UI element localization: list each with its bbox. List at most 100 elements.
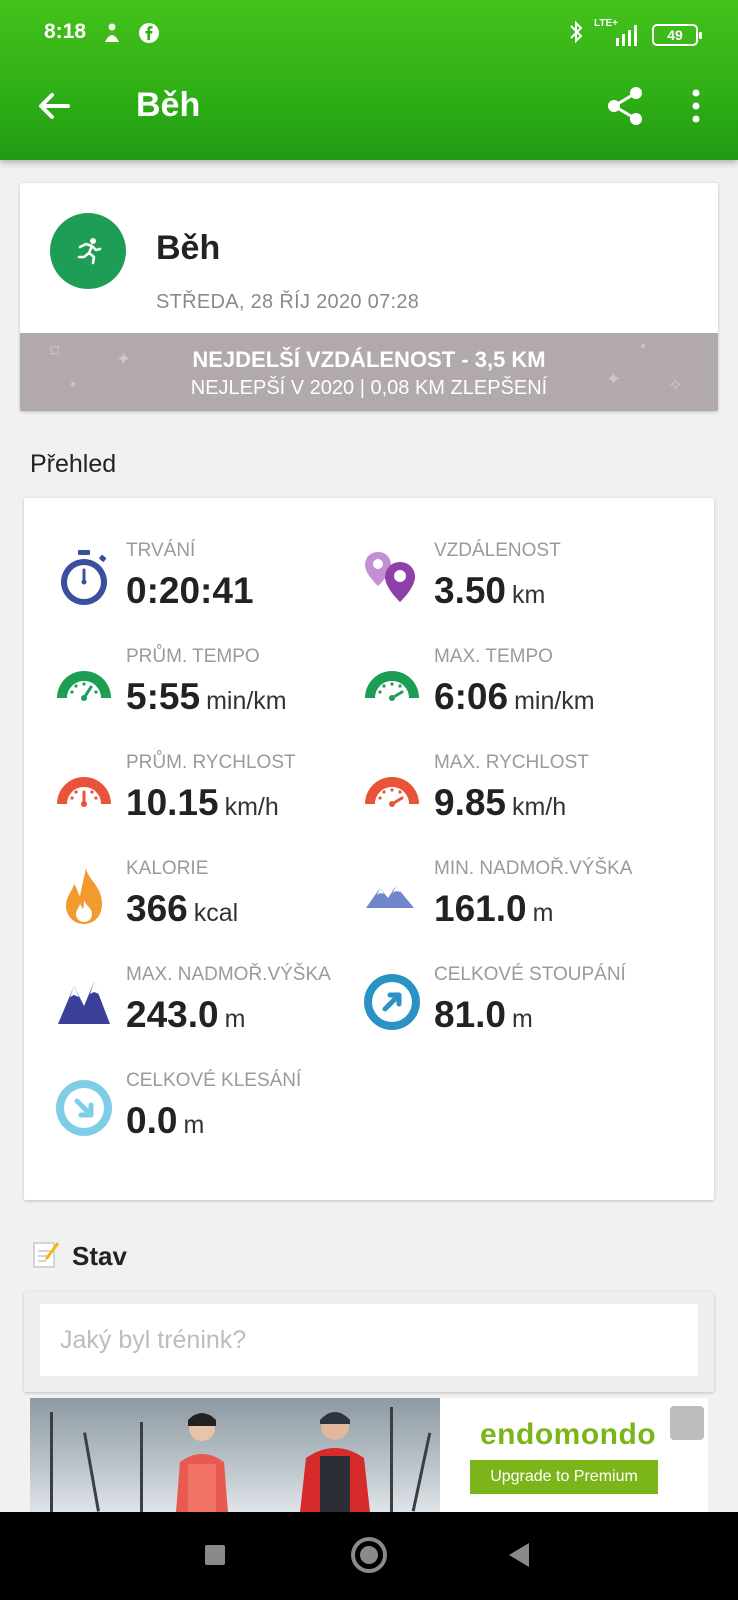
stat-total-ascent: CELKOVÉ STOUPÁNÍ 81.0 m bbox=[362, 964, 672, 1054]
speedometer-icon bbox=[362, 760, 422, 820]
system-nav-bar bbox=[0, 1512, 738, 1600]
stat-unit: km/h bbox=[512, 793, 567, 821]
app-bar: Běh bbox=[0, 72, 738, 142]
map-pin-icon bbox=[362, 548, 422, 608]
workout-title: Běh bbox=[156, 229, 221, 267]
back-arrow-icon[interactable] bbox=[34, 86, 74, 126]
stat-number: 161.0 bbox=[434, 888, 527, 929]
status-right: LTE+ 49 bbox=[568, 18, 702, 50]
stat-label: VZDÁLENOST bbox=[434, 540, 561, 561]
ad-badge-icon bbox=[670, 1406, 704, 1440]
sparkle-icon: ✧ bbox=[668, 375, 684, 395]
stat-unit: m bbox=[224, 1005, 246, 1033]
sparkle-icon: ● bbox=[640, 341, 647, 352]
ascent-icon bbox=[362, 972, 422, 1032]
stat-label: CELKOVÉ KLESÁNÍ bbox=[126, 1070, 302, 1091]
stat-unit: km bbox=[512, 581, 546, 609]
stat-duration: TRVÁNÍ 0:20:41 bbox=[54, 540, 364, 630]
facebook-icon bbox=[138, 22, 160, 50]
stat-calories: KALORIE 366 kcal bbox=[54, 858, 364, 948]
stat-unit: m bbox=[532, 899, 554, 927]
stat-total-descent: CELKOVÉ KLESÁNÍ 0.0 m bbox=[54, 1070, 364, 1160]
workout-date: STŘEDA, 28 ŘÍJ 2020 07:28 bbox=[156, 291, 420, 313]
stat-number: 6:06 bbox=[434, 676, 509, 717]
stat-unit: m bbox=[512, 1005, 533, 1033]
stat-avg-speed: PRŮM. RYCHLOST 10.15 km/h bbox=[54, 752, 364, 842]
stat-number: 5:55 bbox=[126, 676, 201, 717]
ad-image bbox=[30, 1398, 440, 1512]
status-card bbox=[24, 1292, 714, 1392]
notepad-icon bbox=[32, 1239, 60, 1274]
back-nav-icon[interactable] bbox=[508, 1542, 530, 1573]
stat-label: KALORIE bbox=[126, 858, 209, 879]
stat-label: MAX. RYCHLOST bbox=[434, 752, 589, 773]
stat-number: 0:20:41 bbox=[126, 570, 254, 611]
notification-icon bbox=[102, 22, 122, 50]
overview-card: TRVÁNÍ 0:20:41 VZDÁLENOST 3.50 km PRŮM. T… bbox=[24, 498, 714, 1200]
record-banner: ⌑ ✦ ● ● ✦ ✧ NEJDELŠÍ VZDÁLENOST - 3,5 KM… bbox=[20, 333, 718, 411]
speedometer-icon bbox=[54, 654, 114, 714]
more-options-icon[interactable] bbox=[684, 84, 708, 128]
stat-unit: min/km bbox=[514, 687, 595, 715]
battery-icon: 49 bbox=[652, 24, 702, 46]
stat-number: 243.0 bbox=[126, 994, 219, 1035]
stat-label: CELKOVÉ STOUPÁNÍ bbox=[434, 964, 626, 985]
stat-value: 6:06 min/km bbox=[434, 676, 595, 718]
stat-label: MIN. NADMOŘ.VÝŠKA bbox=[434, 858, 633, 879]
bluetooth-icon bbox=[568, 20, 584, 50]
endomondo-logo: endomondo bbox=[480, 1418, 657, 1451]
stat-number: 3.50 bbox=[434, 570, 507, 611]
stat-max-pace: MAX. TEMPO 6:06 min/km bbox=[362, 646, 672, 736]
workout-comment-input[interactable] bbox=[40, 1304, 698, 1376]
stat-value: 81.0 m bbox=[434, 994, 533, 1036]
overview-heading: Přehled bbox=[30, 450, 117, 478]
status-label: Stav bbox=[72, 1240, 127, 1271]
sparkle-icon: ⌑ bbox=[50, 341, 60, 361]
stat-max-speed: MAX. RYCHLOST 9.85 km/h bbox=[362, 752, 672, 842]
home-icon[interactable] bbox=[350, 1536, 388, 1579]
sparkle-icon: ✦ bbox=[116, 349, 132, 369]
record-subtitle: NEJLEPŠÍ V 2020 | 0,08 KM ZLEPŠENÍ bbox=[190, 377, 548, 399]
stat-unit: min/km bbox=[206, 687, 287, 715]
stat-unit: km/h bbox=[224, 793, 279, 821]
stat-value: 243.0 m bbox=[126, 994, 245, 1036]
stat-label: MAX. NADMOŘ.VÝŠKA bbox=[126, 964, 331, 985]
stat-max-altitude: MAX. NADMOŘ.VÝŠKA 243.0 m bbox=[54, 964, 364, 1054]
workout-header-card: Běh STŘEDA, 28 ŘÍJ 2020 07:28 ⌑ ✦ ● ● ✦ … bbox=[20, 183, 718, 411]
stat-min-altitude: MIN. NADMOŘ.VÝŠKA 161.0 m bbox=[362, 858, 672, 948]
stat-number: 10.15 bbox=[126, 782, 219, 823]
stat-number: 0.0 bbox=[126, 1100, 178, 1141]
record-title: NEJDELŠÍ VZDÁLENOST - 3,5 KM bbox=[192, 347, 546, 372]
status-time: 8:18 bbox=[44, 20, 87, 43]
stat-number: 366 bbox=[126, 888, 188, 929]
stat-unit: m bbox=[183, 1111, 205, 1139]
speedometer-icon bbox=[362, 654, 422, 714]
running-icon bbox=[50, 213, 126, 289]
stat-avg-pace: PRŮM. TEMPO 5:55 min/km bbox=[54, 646, 364, 736]
ad-cta: endomondo Upgrade to Premium bbox=[440, 1398, 708, 1512]
stat-value: 0:20:41 bbox=[126, 570, 254, 612]
flame-icon bbox=[54, 866, 114, 926]
share-icon[interactable] bbox=[604, 84, 648, 128]
stat-unit: kcal bbox=[193, 899, 239, 927]
upgrade-premium-button[interactable]: Upgrade to Premium bbox=[470, 1460, 658, 1494]
signal-icon: LTE+ bbox=[594, 18, 642, 48]
stat-value: 9.85 km/h bbox=[434, 782, 566, 824]
sparkle-icon: ✦ bbox=[606, 369, 622, 389]
stat-distance: VZDÁLENOST 3.50 km bbox=[362, 540, 672, 630]
mountains-high-icon bbox=[54, 972, 114, 1032]
ad-banner[interactable]: endomondo Upgrade to Premium bbox=[30, 1398, 708, 1512]
mountains-low-icon bbox=[362, 866, 422, 926]
sparkle-icon: ● bbox=[70, 379, 77, 390]
page-title: Běh bbox=[136, 86, 201, 124]
stat-label: PRŮM. RYCHLOST bbox=[126, 752, 296, 773]
top-bar: 8:18 LTE+ 49 Běh bbox=[0, 0, 738, 160]
recents-icon[interactable] bbox=[204, 1544, 226, 1571]
stat-value: 161.0 m bbox=[434, 888, 553, 930]
stat-value: 366 kcal bbox=[126, 888, 238, 930]
stat-label: TRVÁNÍ bbox=[126, 540, 196, 561]
stopwatch-icon bbox=[54, 548, 114, 608]
stat-value: 5:55 min/km bbox=[126, 676, 287, 718]
status-bar: 8:18 LTE+ 49 bbox=[0, 18, 738, 48]
stat-value: 3.50 km bbox=[434, 570, 545, 612]
